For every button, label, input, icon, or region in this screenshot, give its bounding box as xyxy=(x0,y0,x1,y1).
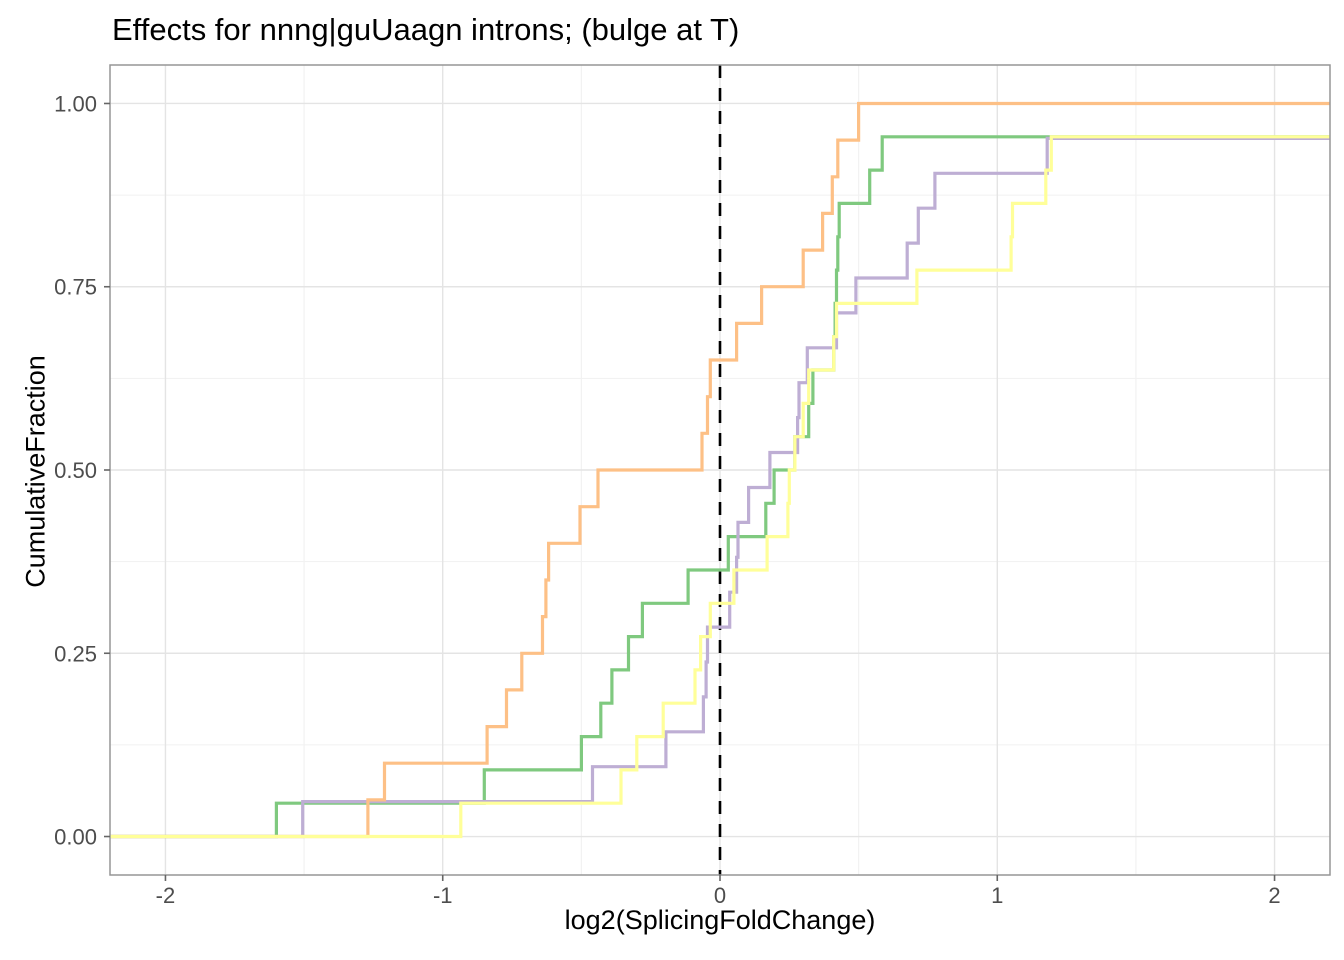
chart-title: Effects for nnng|guUaagn introns; (bulge… xyxy=(112,12,740,47)
y-tick-label: 0.50 xyxy=(54,458,97,483)
y-tick-label: 1.00 xyxy=(54,91,97,116)
y-tick-label: 0.25 xyxy=(54,641,97,666)
x-tick-label: 0 xyxy=(714,883,726,908)
x-tick-label: -2 xyxy=(156,883,176,908)
ecdf-curve-orange xyxy=(110,101,1330,839)
x-tick-label: 1 xyxy=(991,883,1003,908)
ecdf-curve-green xyxy=(110,135,1330,839)
ecdf-curve-purple xyxy=(110,136,1330,839)
y-tick-label: 0.00 xyxy=(54,825,97,850)
y-tick-label: 0.75 xyxy=(54,275,97,300)
x-axis-title: log2(SplicingFoldChange) xyxy=(564,905,876,935)
ecdf-curve-yellow xyxy=(110,135,1330,839)
x-tick-label: -1 xyxy=(433,883,453,908)
x-tick-label: 2 xyxy=(1268,883,1280,908)
y-axis-title: CumulativeFraction xyxy=(20,355,51,588)
